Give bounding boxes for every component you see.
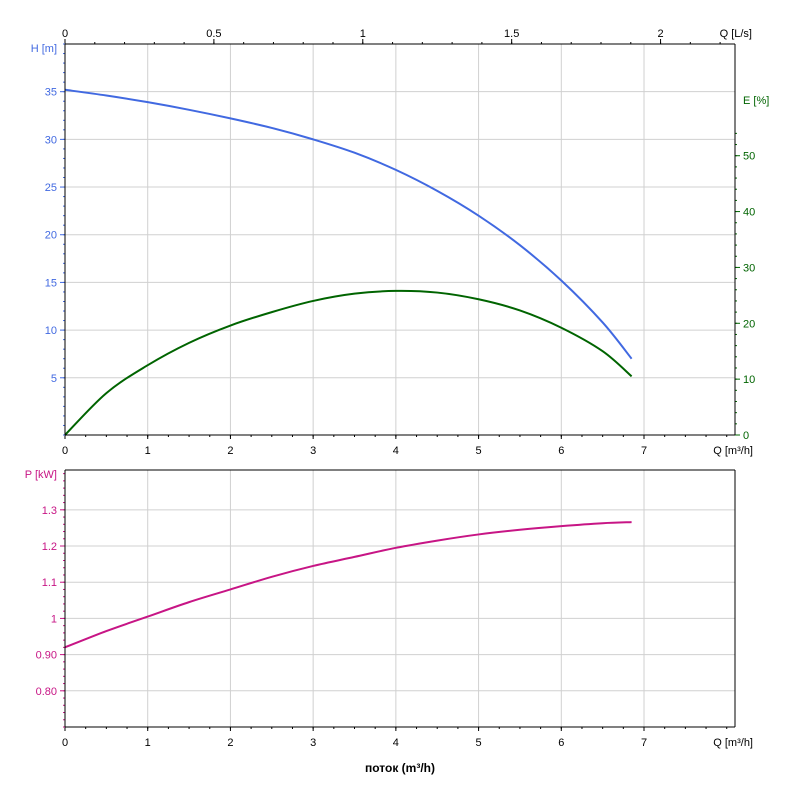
curves-layer xyxy=(64,88,633,649)
x-tick-label: 2 xyxy=(227,737,233,749)
y-left-tick-label: 5 xyxy=(51,373,57,385)
power-curve xyxy=(64,521,632,649)
y-left-tick-label: 1.3 xyxy=(42,505,57,517)
x-tick-label: 4 xyxy=(393,445,399,457)
y-right-tick-label: 40 xyxy=(743,207,755,219)
head-curve xyxy=(64,88,633,360)
x-top-tick-label: 1.5 xyxy=(504,28,519,40)
x-tick-label: 7 xyxy=(641,737,647,749)
y-right-tick-label: 20 xyxy=(743,318,755,330)
x-tick-label: 4 xyxy=(393,737,399,749)
y-left-axis-label: H [m] xyxy=(31,43,57,55)
y-left-tick-label: 1.1 xyxy=(42,577,57,589)
x-top-tick-label: 0 xyxy=(62,28,68,40)
x-tick-label: 3 xyxy=(310,445,316,457)
y-left-tick-label: 15 xyxy=(45,277,57,289)
y-right-tick-label: 30 xyxy=(743,262,755,274)
x-axis-title: поток (m³/h) xyxy=(365,761,435,775)
x-tick-label: 7 xyxy=(641,445,647,457)
grid-layer xyxy=(65,44,735,727)
y-left-tick-label: 35 xyxy=(45,87,57,99)
y-left-axis-label: P [kW] xyxy=(25,469,57,481)
x-top-unit-label: Q [L/s] xyxy=(720,28,752,40)
efficiency-curve xyxy=(64,289,633,436)
y-left-tick-label: 20 xyxy=(45,230,57,242)
x-tick-label: 5 xyxy=(476,445,482,457)
x-tick-label: 1 xyxy=(145,445,151,457)
y-right-axis-label: E [%] xyxy=(743,95,769,107)
x-top-tick-label: 2 xyxy=(657,28,663,40)
axes-layer xyxy=(60,39,740,731)
y-left-tick-label: 30 xyxy=(45,134,57,146)
x-unit-label: Q [m³/h] xyxy=(713,445,753,457)
x-tick-label: 6 xyxy=(558,445,564,457)
x-tick-label: 0 xyxy=(62,737,68,749)
y-left-tick-label: 0.80 xyxy=(36,686,57,698)
y-left-tick-label: 1 xyxy=(51,613,57,625)
y-right-tick-label: 0 xyxy=(743,430,749,442)
y-left-tick-label: 1.2 xyxy=(42,541,57,553)
x-tick-label: 1 xyxy=(145,737,151,749)
x-tick-label: 6 xyxy=(558,737,564,749)
y-left-tick-label: 25 xyxy=(45,182,57,194)
x-tick-label: 2 xyxy=(227,445,233,457)
y-left-tick-label: 10 xyxy=(45,325,57,337)
x-top-tick-label: 1 xyxy=(360,28,366,40)
x-unit-label: Q [m³/h] xyxy=(713,737,753,749)
x-tick-label: 3 xyxy=(310,737,316,749)
x-tick-label: 0 xyxy=(62,445,68,457)
y-right-tick-label: 50 xyxy=(743,151,755,163)
x-top-tick-label: 0.5 xyxy=(206,28,221,40)
x-tick-label: 5 xyxy=(476,737,482,749)
y-left-tick-label: 0.90 xyxy=(36,650,57,662)
y-right-tick-label: 10 xyxy=(743,374,755,386)
